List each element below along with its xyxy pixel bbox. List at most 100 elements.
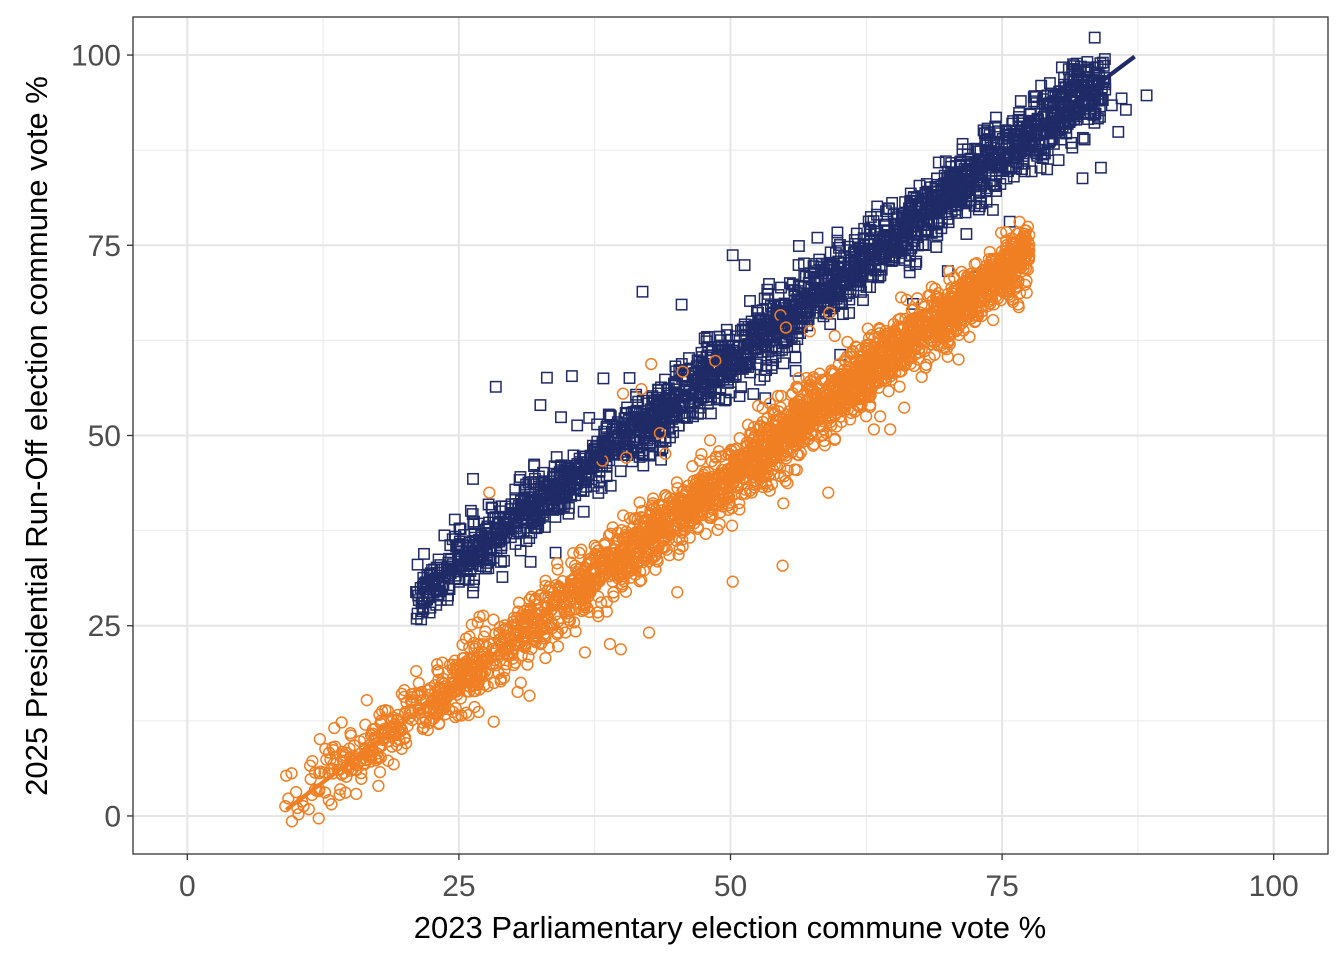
data-point bbox=[903, 259, 916, 272]
data-point bbox=[538, 521, 551, 533]
data-point bbox=[973, 200, 986, 213]
data-point bbox=[771, 305, 784, 318]
data-point bbox=[1055, 89, 1068, 102]
data-point bbox=[983, 245, 996, 259]
data-point bbox=[686, 460, 699, 473]
data-point bbox=[705, 511, 718, 525]
data-point bbox=[942, 178, 955, 191]
data-point bbox=[591, 606, 605, 619]
data-point bbox=[923, 351, 936, 364]
data-point bbox=[630, 434, 643, 447]
data-point bbox=[811, 231, 824, 244]
data-point bbox=[1039, 127, 1052, 140]
data-point bbox=[857, 294, 869, 307]
data-point bbox=[1024, 108, 1037, 121]
data-point bbox=[411, 607, 424, 620]
data-point bbox=[864, 211, 877, 223]
data-point bbox=[871, 200, 884, 213]
data-point bbox=[418, 547, 430, 560]
data-point bbox=[544, 479, 557, 491]
data-point bbox=[733, 390, 746, 403]
data-point bbox=[951, 198, 964, 211]
data-point bbox=[751, 399, 765, 412]
data-point bbox=[792, 240, 805, 252]
data-point bbox=[1082, 113, 1095, 126]
data-point bbox=[743, 356, 756, 369]
data-point bbox=[821, 300, 834, 313]
data-point bbox=[655, 381, 667, 394]
data-point bbox=[1015, 125, 1028, 138]
data-point bbox=[1047, 91, 1060, 104]
data-point bbox=[899, 242, 911, 255]
data-point bbox=[723, 367, 736, 380]
data-point bbox=[614, 465, 627, 478]
data-point bbox=[867, 246, 880, 258]
data-point bbox=[883, 203, 896, 215]
data-point bbox=[777, 497, 790, 510]
data-point bbox=[726, 249, 739, 262]
data-point bbox=[931, 229, 944, 241]
data-point bbox=[920, 178, 933, 190]
data-point bbox=[1025, 165, 1038, 178]
data-point bbox=[550, 451, 563, 464]
data-point bbox=[573, 546, 586, 560]
data-point bbox=[464, 504, 477, 517]
data-point bbox=[1076, 78, 1089, 91]
data-point bbox=[592, 486, 605, 499]
data-point bbox=[856, 245, 869, 257]
data-point bbox=[1055, 61, 1068, 74]
data-point bbox=[804, 267, 817, 280]
data-point bbox=[591, 418, 604, 431]
data-point bbox=[1078, 133, 1091, 146]
data-point bbox=[410, 664, 423, 678]
data-point bbox=[951, 206, 964, 219]
data-point bbox=[1000, 172, 1013, 185]
data-point bbox=[1076, 131, 1089, 144]
data-point bbox=[519, 506, 532, 519]
data-point bbox=[891, 213, 903, 226]
data-point bbox=[754, 322, 767, 334]
data-point bbox=[752, 306, 765, 319]
data-point bbox=[864, 281, 877, 294]
data-point bbox=[758, 292, 771, 305]
data-point bbox=[751, 358, 764, 371]
data-point bbox=[1055, 133, 1068, 146]
data-point bbox=[972, 203, 985, 216]
data-point bbox=[949, 160, 962, 172]
data-point bbox=[1115, 92, 1128, 105]
data-point bbox=[990, 111, 1002, 124]
data-point bbox=[1003, 215, 1016, 228]
data-point bbox=[446, 533, 459, 546]
data-point bbox=[831, 226, 844, 239]
data-point bbox=[698, 381, 711, 394]
data-point bbox=[831, 234, 844, 247]
data-point bbox=[867, 215, 880, 228]
data-point bbox=[960, 197, 973, 210]
data-point bbox=[1034, 161, 1047, 174]
data-point bbox=[520, 535, 533, 548]
data-point bbox=[577, 505, 590, 518]
data-point bbox=[528, 460, 541, 473]
data-point bbox=[399, 706, 412, 719]
data-point bbox=[765, 362, 778, 375]
data-point bbox=[1052, 154, 1065, 167]
data-point bbox=[964, 152, 977, 165]
data-point bbox=[474, 548, 487, 561]
data-point bbox=[698, 332, 711, 345]
data-point bbox=[513, 526, 526, 539]
data-point bbox=[429, 572, 442, 585]
data-point bbox=[524, 555, 537, 568]
data-point bbox=[576, 450, 589, 463]
data-point bbox=[1018, 144, 1031, 157]
data-point bbox=[837, 257, 850, 269]
data-point bbox=[687, 410, 699, 423]
data-point bbox=[1007, 115, 1020, 128]
data-point bbox=[551, 640, 565, 653]
data-point bbox=[1076, 172, 1089, 185]
data-point bbox=[1031, 149, 1044, 162]
data-point bbox=[725, 365, 737, 378]
data-point bbox=[904, 187, 917, 200]
data-point bbox=[448, 513, 461, 526]
data-point bbox=[942, 216, 955, 229]
data-point bbox=[442, 589, 454, 602]
